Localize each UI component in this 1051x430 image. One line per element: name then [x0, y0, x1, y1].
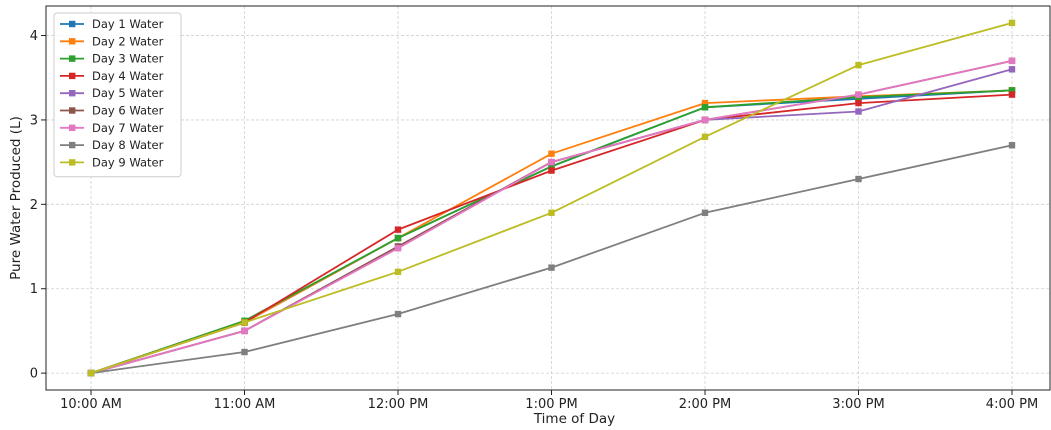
x-tick-label: 4:00 PM	[986, 397, 1038, 412]
legend-swatch-marker	[69, 38, 76, 45]
legend-item: Day 4 Water	[60, 69, 164, 83]
data-point	[701, 209, 709, 216]
x-tick-label: 3:00 PM	[832, 397, 884, 412]
legend-label: Day 8 Water	[92, 138, 164, 152]
legend: Day 1 Water Day 2 Water Day 3 Water Day 4 W…	[53, 12, 182, 178]
x-tick-label: 12:00 PM	[368, 397, 429, 412]
data-point	[701, 104, 709, 111]
legend-label: Day 1 Water	[92, 17, 164, 31]
data-point	[394, 234, 402, 242]
legend-swatch-marker	[69, 55, 76, 62]
data-point	[1008, 19, 1016, 27]
data-point	[241, 319, 248, 326]
y-tick-label: 0	[30, 367, 38, 382]
data-point	[548, 264, 555, 271]
data-point	[87, 369, 95, 377]
data-point	[1008, 57, 1016, 65]
x-tick-label: 1:00 PM	[525, 397, 577, 412]
legend-label: Day 4 Water	[92, 69, 164, 83]
y-tick-label: 3	[30, 113, 38, 128]
data-point	[394, 245, 402, 252]
legend-swatch-marker	[69, 20, 76, 28]
x-axis-label: Time of Day	[533, 411, 615, 427]
y-tick-label: 1	[30, 282, 38, 297]
legend-swatch-marker	[69, 124, 76, 131]
legend-label: Day 2 Water	[92, 34, 164, 48]
plot-area-frame	[45, 5, 1051, 391]
legend-item: Day 5 Water	[60, 86, 164, 100]
series-lines	[87, 19, 1016, 377]
y-axis-label: Pure Water Produced (L)	[8, 116, 24, 280]
data-point	[548, 158, 555, 166]
legend-label: Day 7 Water	[92, 121, 164, 135]
data-point	[855, 91, 862, 98]
legend-item: Day 2 Water	[60, 34, 164, 48]
grid	[46, 6, 1050, 390]
legend-label: Day 6 Water	[92, 104, 164, 118]
data-point	[855, 99, 862, 107]
data-point	[548, 163, 555, 170]
data-point	[241, 348, 248, 356]
data-point	[548, 150, 555, 157]
legend-item: Day 9 Water	[60, 155, 164, 169]
legend-item: Day 7 Water	[60, 121, 164, 135]
y-tick-label: 2	[30, 198, 38, 213]
data-point	[394, 226, 402, 233]
data-point	[701, 99, 709, 107]
legend-swatch-marker	[69, 90, 76, 97]
legend-label: Day 3 Water	[92, 52, 164, 66]
data-point	[1008, 91, 1016, 98]
legend-swatch-marker	[69, 159, 76, 166]
legend-item: Day 1 Water	[60, 17, 164, 31]
data-point	[241, 327, 248, 335]
axis-ticks: 10:00 AM 11:00 AM 12:00 PM 1:00 PM 2:00 PM 3:…	[30, 29, 1038, 412]
legend-box	[53, 12, 182, 178]
data-point	[855, 175, 862, 183]
data-point	[855, 108, 862, 115]
legend-label: Day 5 Water	[92, 86, 164, 100]
data-point	[1008, 66, 1016, 73]
data-point	[701, 116, 709, 124]
legend-swatch-marker	[69, 141, 76, 149]
legend-label: Day 9 Water	[92, 155, 164, 169]
series-day-9-water	[87, 19, 1016, 377]
data-point	[548, 209, 555, 216]
x-tick-label: 11:00 AM	[214, 397, 276, 412]
data-point	[1008, 87, 1016, 94]
x-tick-label: 10:00 AM	[60, 397, 122, 412]
data-point	[548, 167, 555, 174]
legend-item: Day 8 Water	[60, 138, 164, 152]
legend-item: Day 6 Water	[60, 104, 164, 118]
data-point	[394, 310, 402, 318]
data-point	[855, 61, 862, 69]
y-tick-label: 4	[30, 29, 38, 44]
data-point	[1008, 142, 1016, 149]
legend-item: Day 3 Water	[60, 52, 164, 66]
data-point	[701, 133, 709, 141]
legend-swatch-marker	[69, 72, 76, 80]
x-tick-label: 2:00 PM	[679, 397, 731, 412]
legend-swatch-marker	[69, 107, 76, 114]
data-point	[394, 268, 402, 276]
